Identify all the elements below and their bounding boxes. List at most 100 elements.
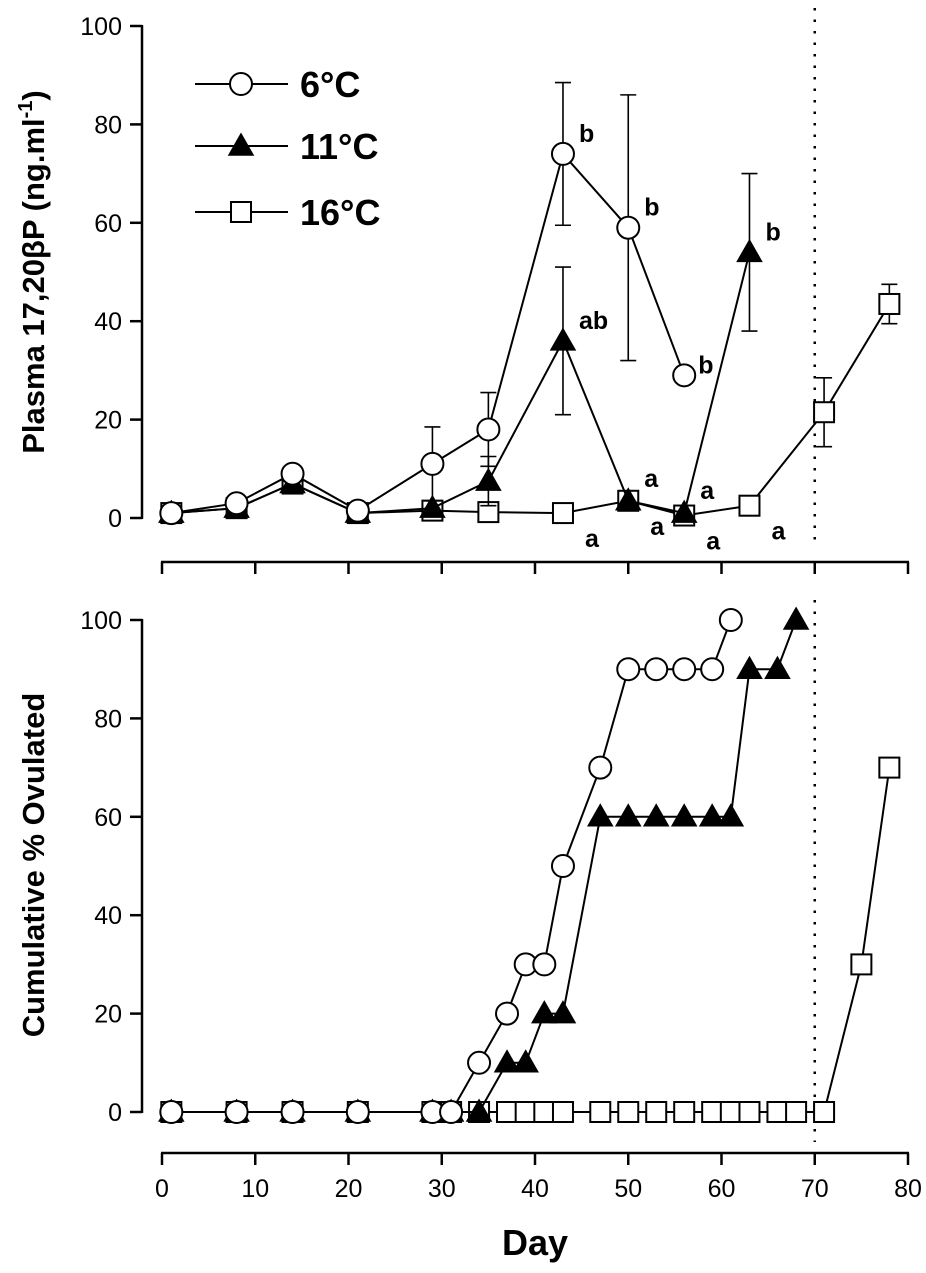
data-point [224, 1100, 249, 1124]
significance-label: a [700, 477, 715, 505]
data-point [670, 499, 698, 523]
y-tick-label: 40 [94, 308, 122, 336]
y-axis-title: Cumulative % Ovulated [16, 693, 51, 1038]
legend-label: 11°C [300, 126, 378, 167]
y-tick-label: 20 [94, 1001, 122, 1029]
x-tick-label: 60 [708, 1175, 736, 1203]
y-axis-title: Plasma 17,20βP (ng.ml-1) [15, 90, 51, 454]
data-point [764, 655, 791, 679]
data-point [439, 1100, 464, 1124]
data-point [617, 1101, 640, 1123]
data-point [645, 1101, 668, 1123]
data-point [345, 498, 370, 523]
data-point [850, 953, 873, 976]
data-point [496, 1101, 519, 1123]
data-point [813, 401, 836, 424]
data-point [224, 491, 249, 516]
data-point [670, 803, 698, 827]
data-point [673, 1101, 696, 1123]
data-point [549, 327, 577, 351]
data-point [159, 501, 184, 526]
y-tick-label: 60 [94, 210, 122, 238]
significance-label: ab [579, 307, 608, 335]
data-point [698, 803, 726, 827]
data-point [700, 657, 725, 682]
chart-panel-bottom: 0 20 40 60 80 100 Cumulative % Ovulated 0 10 20 30… [16, 600, 922, 1263]
y-axis-title-main: Cumulative % Ovulated [16, 693, 51, 1038]
x-tick-label: 0 [155, 1175, 169, 1203]
significance-label: b [698, 351, 713, 379]
y-tick-label: 100 [80, 607, 122, 635]
significance-label: a [585, 525, 600, 553]
data-point [345, 1100, 370, 1124]
data-point [476, 417, 501, 442]
data-point [878, 292, 901, 315]
data-point [813, 1101, 836, 1123]
legend-label: 16°C [300, 192, 380, 233]
data-point [736, 655, 763, 679]
data-point [782, 606, 810, 630]
series-line [171, 252, 751, 515]
y-tick-label: 0 [108, 505, 122, 533]
series-line [171, 619, 798, 1113]
data-point [551, 502, 574, 525]
data-point [475, 467, 502, 491]
data-point [531, 1000, 558, 1024]
data-point [738, 494, 761, 517]
data-point [280, 461, 305, 486]
significance-label: a [771, 518, 786, 546]
data-point [420, 451, 445, 476]
data-point [532, 952, 557, 977]
x-axis-title: Day [502, 1222, 568, 1263]
data-point [719, 1101, 742, 1123]
significance-label: b [579, 120, 594, 148]
series-6c [159, 608, 743, 1124]
data-point [616, 215, 641, 240]
y-tick-label: 60 [94, 804, 122, 832]
data-point [549, 1000, 577, 1024]
data-point [672, 363, 697, 388]
series-11c: aba ab [158, 172, 781, 523]
data-point [550, 854, 575, 878]
x-tick-label: 40 [521, 1175, 549, 1203]
y-tick-label: 100 [80, 13, 122, 41]
legend-marker [227, 132, 255, 156]
data-point [280, 1100, 305, 1124]
x-tick-label: 20 [335, 1175, 363, 1203]
series-11c [158, 606, 810, 1122]
x-tick-label: 50 [614, 1175, 642, 1203]
data-point [701, 1101, 724, 1123]
x-tick-label: 70 [801, 1175, 829, 1203]
data-point [493, 1049, 521, 1073]
x-tick-label: 10 [241, 1175, 269, 1203]
y-tick-label: 20 [94, 407, 122, 435]
data-point [614, 803, 642, 827]
legend-marker [229, 72, 253, 96]
x-tick-label: 30 [428, 1175, 456, 1203]
data-point [467, 1050, 492, 1075]
series-16c: a aa a [160, 283, 901, 556]
data-point [766, 1101, 789, 1123]
significance-label: b [644, 194, 659, 222]
data-point [159, 1100, 184, 1124]
series-line [171, 619, 732, 1113]
data-point [644, 657, 669, 682]
significance-label: a [644, 465, 659, 493]
y-axis-title-superscript: -1 [15, 101, 37, 119]
series-6c: b b b [159, 81, 713, 526]
y-axis-title-suffix: ) [16, 90, 51, 100]
data-point [550, 141, 575, 166]
data-point [589, 1101, 612, 1123]
data-point [514, 1101, 537, 1123]
significance-label: a [650, 513, 665, 541]
y-axis-title-main: Plasma 17,20βP (ng.ml [16, 118, 51, 453]
data-point [419, 494, 446, 518]
data-point [717, 803, 745, 827]
data-point [551, 1101, 574, 1123]
significance-label: b [765, 218, 780, 246]
significance-label: a [706, 528, 721, 556]
data-point [495, 1001, 520, 1026]
data-point [512, 1049, 539, 1073]
